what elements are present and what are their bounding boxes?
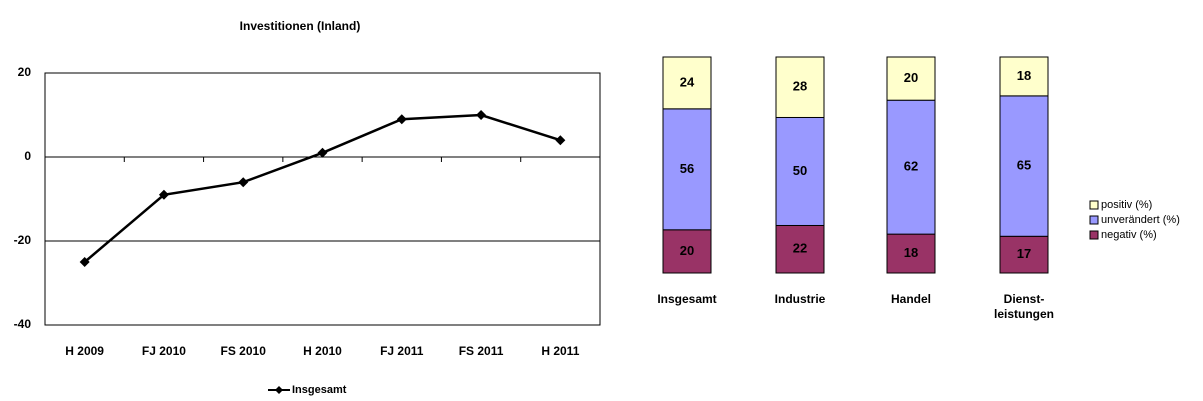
data-label: 28 — [793, 79, 807, 94]
bar-segment — [662, 229, 712, 274]
data-label: 56 — [680, 161, 694, 176]
y-tick-label: 0 — [24, 149, 31, 163]
point — [238, 177, 249, 188]
x-tick-label: H 2009 — [65, 344, 104, 358]
bar-segment — [775, 224, 825, 274]
point — [79, 257, 90, 267]
point — [317, 147, 328, 158]
legend-marker — [275, 386, 283, 394]
y-tick-label: 20 — [18, 65, 32, 79]
bar-segment — [886, 56, 936, 101]
legend-label: positiv (%) — [1101, 199, 1152, 211]
legend-label: negativ (%) — [1101, 229, 1157, 241]
legend-label: unverändert (%) — [1101, 214, 1180, 226]
x-tick-label: FJ 2010 — [142, 344, 186, 358]
bar-segment — [886, 99, 936, 235]
data-label: 62 — [904, 159, 918, 174]
x-tick-label: Handel — [891, 292, 931, 306]
y-tick-label: -20 — [14, 233, 32, 247]
data-label: 20 — [680, 243, 694, 258]
point — [396, 114, 407, 125]
legend-swatch — [1089, 215, 1099, 225]
x-tick-label: Dienst-leistungen — [994, 292, 1054, 321]
point — [476, 110, 487, 120]
bar-segment — [775, 56, 825, 118]
x-tick-label: FS 2010 — [221, 344, 267, 358]
data-label: 18 — [1017, 68, 1031, 83]
series-line — [83, 113, 561, 263]
bar-segment — [999, 95, 1049, 237]
x-tick-label: FJ 2011 — [380, 344, 424, 358]
x-tick-label: H 2011 — [541, 344, 579, 358]
bar-segment — [999, 56, 1049, 97]
x-tick-label: H 2010 — [303, 344, 342, 358]
data-label: 50 — [793, 163, 807, 178]
data-label: 17 — [1017, 246, 1031, 261]
y-tick-label: -40 — [14, 317, 32, 331]
bar-segment — [775, 116, 825, 226]
legend-swatch — [1089, 230, 1099, 240]
chart-title: Investitionen (Inland) — [240, 19, 361, 33]
point — [158, 189, 169, 200]
data-label: 18 — [904, 245, 918, 260]
bar-segment — [886, 233, 936, 274]
legend-label: Insgesamt — [292, 384, 347, 396]
data-label: 22 — [793, 241, 807, 256]
legend-swatch — [1089, 200, 1099, 210]
x-tick-label: Insgesamt — [657, 292, 716, 306]
data-label: 24 — [680, 74, 695, 89]
plot-area — [44, 72, 601, 326]
bar-segment — [999, 235, 1049, 274]
bar-segment — [662, 56, 712, 110]
data-label: 20 — [904, 70, 918, 85]
x-tick-label: FS 2011 — [459, 344, 504, 358]
x-tick-label: Industrie — [775, 292, 826, 306]
point — [555, 135, 566, 146]
bar-segment — [662, 108, 712, 231]
data-label: 65 — [1017, 158, 1031, 173]
